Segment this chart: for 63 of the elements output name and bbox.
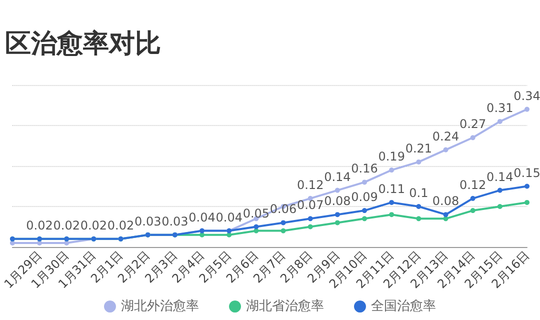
data-label: 0.02 (107, 218, 134, 232)
legend-label: 湖北外治愈率 (121, 298, 199, 314)
data-label: 0.05 (242, 206, 270, 220)
data-label: 0.21 (405, 141, 432, 156)
data-label: 0.34 (514, 88, 540, 103)
data-label: 0.31 (486, 100, 514, 115)
data-label: 0.19 (378, 150, 405, 164)
point (443, 147, 448, 152)
point (443, 212, 448, 218)
point (470, 208, 476, 214)
point (389, 212, 394, 218)
point (308, 224, 313, 230)
point (389, 200, 394, 205)
point (362, 208, 368, 214)
point (254, 224, 259, 230)
point (280, 220, 286, 226)
point (254, 228, 259, 234)
point (389, 168, 394, 173)
data-label: 0.06 (270, 202, 297, 216)
data-label: 0.08 (324, 194, 351, 208)
point (280, 228, 286, 234)
data-label: 0.24 (432, 129, 460, 144)
point (416, 216, 422, 222)
data-label: 0.04 (188, 210, 216, 224)
point (470, 135, 476, 140)
data-label: 0.14 (324, 170, 351, 184)
data-label: 0.09 (351, 190, 378, 204)
data-label: 0.02 (80, 218, 108, 232)
legend-label: 湖北省治愈率 (246, 298, 324, 314)
data-label: 0.02 (26, 218, 53, 232)
point (470, 196, 476, 201)
data-label: 0.12 (459, 178, 486, 192)
data-label: 0.1 (409, 186, 428, 200)
point (334, 188, 340, 193)
data-label: 0.08 (432, 194, 460, 208)
data-label: 0.03 (162, 214, 188, 228)
point (334, 212, 340, 218)
point (524, 184, 530, 189)
point (334, 220, 340, 226)
data-label: 0.07 (296, 198, 324, 212)
point (416, 204, 422, 209)
chart-title: 区治愈率对比 (5, 29, 161, 59)
point (362, 180, 368, 185)
point (226, 232, 232, 238)
data-label: 0.16 (351, 162, 378, 176)
point (308, 216, 313, 222)
point (524, 106, 530, 112)
data-label: 0.12 (296, 178, 324, 192)
data-label: 0.03 (134, 214, 162, 228)
data-label: 0.27 (459, 117, 486, 132)
data-label: 0.15 (514, 166, 540, 180)
data-label: 0.11 (378, 182, 405, 196)
point (362, 216, 368, 222)
point (497, 188, 502, 193)
point (524, 200, 530, 205)
data-label: 0.02 (53, 218, 80, 232)
data-label: 0.14 (486, 170, 514, 184)
data-label: 0.04 (216, 210, 242, 224)
point (497, 204, 502, 209)
point (416, 159, 422, 164)
point (200, 232, 205, 238)
point (497, 118, 502, 124)
legend-label: 全国治愈率 (371, 298, 436, 314)
